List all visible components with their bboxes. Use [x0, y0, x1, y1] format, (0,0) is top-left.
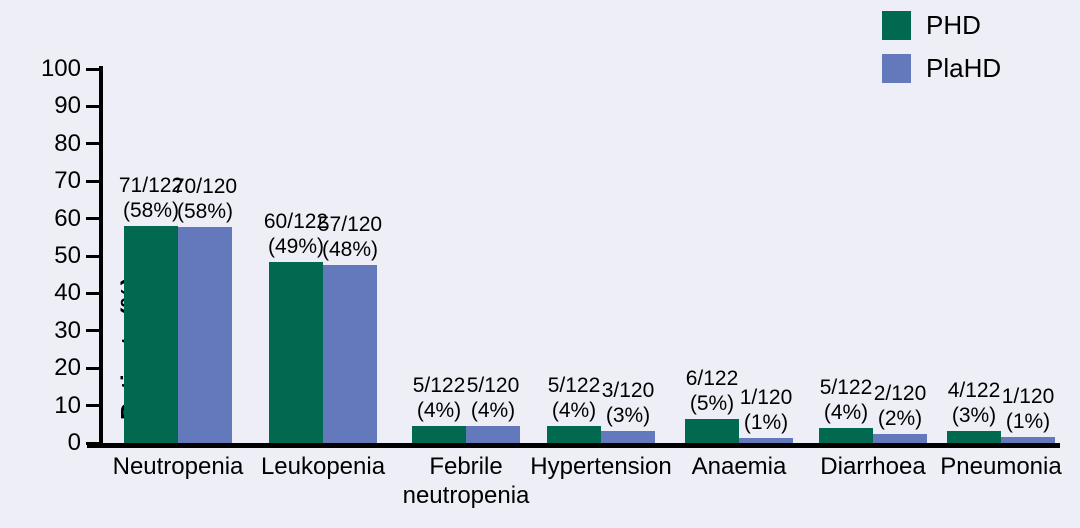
- y-tick-label-30: 30: [54, 316, 81, 344]
- x-category-label-pneumonia: Pneumonia: [940, 453, 1062, 480]
- bar-group-anaemia: 6/122 (5%) 1/120 (1%): [685, 69, 793, 443]
- x-category-label-leukopenia: Leukopenia: [260, 453, 386, 480]
- x-category-label-hypertension: Hypertension: [530, 453, 672, 480]
- legend-item-plahd: PlaHD: [882, 53, 1002, 83]
- y-tick-100: [86, 67, 99, 71]
- y-tick-label-10: 10: [54, 391, 81, 419]
- x-category-label-anaemia: Anaemia: [691, 453, 787, 480]
- bar-plahd-febrile-neutropenia: 5/120 (4%): [466, 374, 520, 443]
- bar-value-label: 1/120 (1%): [1001, 385, 1055, 434]
- y-tick-60: [86, 217, 99, 221]
- bar-value-label: 5/122 (4%): [819, 376, 873, 425]
- bar-plahd-neutropenia: 70/120 (58%): [173, 175, 237, 443]
- bar-group-leukopenia: 60/122 (49%) 57/120 (48%): [264, 69, 382, 443]
- y-tick-70: [86, 179, 99, 183]
- y-tick-30: [86, 329, 99, 333]
- y-tick-label-100: 100: [40, 55, 81, 82]
- bar-plahd-leukopenia: 57/120 (48%): [318, 213, 382, 443]
- bar-phd-pneumonia: 4/122 (3%): [947, 379, 1001, 443]
- plahd-color-swatch: [882, 54, 911, 83]
- x-category-label-diarrhoea: Diarrhoea: [820, 453, 926, 480]
- x-category-label-neutropenia: Neutropenia: [112, 453, 244, 480]
- bar-group-diarrhoea: 5/122 (4%) 2/120 (2%): [819, 69, 927, 443]
- bar-plahd-hypertension: 3/120 (3%): [601, 379, 655, 443]
- y-tick-10: [86, 404, 99, 408]
- y-tick-label-0: 0: [67, 429, 81, 456]
- bar-value-label: 70/120 (58%): [172, 175, 238, 224]
- bar-group-pneumonia: 4/122 (3%) 1/120 (1%): [947, 69, 1055, 443]
- y-tick-label-20: 20: [54, 354, 81, 382]
- y-tick-90: [86, 104, 99, 108]
- y-axis-line: [99, 66, 103, 448]
- y-tick-label-90: 90: [54, 92, 81, 120]
- y-tick-40: [86, 291, 99, 295]
- bar-phd-hypertension: 5/122 (4%): [547, 374, 601, 443]
- bar-value-label: 3/120 (3%): [601, 379, 655, 428]
- y-tick-0: [86, 441, 99, 445]
- legend-label-phd: PHD: [926, 10, 981, 40]
- y-tick-label-80: 80: [54, 129, 81, 157]
- bar-value-label: 2/120 (2%): [873, 381, 927, 430]
- bar-plahd-diarrhoea: 2/120 (2%): [873, 382, 927, 443]
- bar-value-label: 6/122 (5%): [685, 366, 739, 415]
- bar-value-label: 5/120 (4%): [466, 374, 520, 423]
- bar-group-febrile-neutropenia: 5/122 (4%) 5/120 (4%): [412, 69, 520, 443]
- bar-value-label: 57/120 (48%): [317, 213, 383, 262]
- bar-phd-diarrhoea: 5/122 (4%): [819, 376, 873, 443]
- legend: PHD PlaHD: [882, 10, 1002, 97]
- y-tick-label-40: 40: [54, 279, 81, 307]
- y-tick-label-70: 70: [54, 167, 81, 195]
- bar-value-label: 60/122 (49%): [263, 209, 329, 258]
- legend-item-phd: PHD: [882, 10, 1001, 40]
- bar-phd-leukopenia: 60/122 (49%): [264, 210, 328, 443]
- plot-area: Patients (%) 010203040506070809010071/12…: [41, 55, 1062, 509]
- bar-plahd-pneumonia: 1/120 (1%): [1001, 385, 1055, 443]
- bar-group-neutropenia: 71/122 (58%) 70/120 (58%): [119, 69, 237, 443]
- bar-phd-anaemia: 6/122 (5%): [685, 367, 739, 443]
- y-tick-label-60: 60: [54, 204, 81, 232]
- bar-value-label: 71/122 (58%): [118, 174, 184, 223]
- bar-phd-neutropenia: 71/122 (58%): [119, 174, 183, 443]
- y-tick-80: [86, 142, 99, 146]
- y-tick-20: [86, 366, 99, 370]
- bar-value-label: 1/120 (1%): [739, 386, 793, 435]
- legend-label-plahd: PlaHD: [926, 53, 1002, 83]
- bar-value-label: 4/122 (3%): [947, 378, 1001, 427]
- bar-value-label: 5/122 (4%): [547, 374, 601, 423]
- x-category-label-febrile-neutropenia: Febrile neutropenia: [402, 453, 530, 509]
- y-tick-label-50: 50: [54, 242, 81, 269]
- bar-phd-febrile-neutropenia: 5/122 (4%): [412, 374, 466, 443]
- x-axis-line: [87, 443, 1060, 448]
- bar-group-hypertension: 5/122 (4%) 3/120 (3%): [547, 69, 655, 443]
- y-tick-50: [86, 254, 99, 258]
- bar-value-label: 5/122 (4%): [412, 374, 466, 423]
- phd-color-swatch: [882, 11, 911, 40]
- bar-plahd-anaemia: 1/120 (1%): [739, 386, 793, 443]
